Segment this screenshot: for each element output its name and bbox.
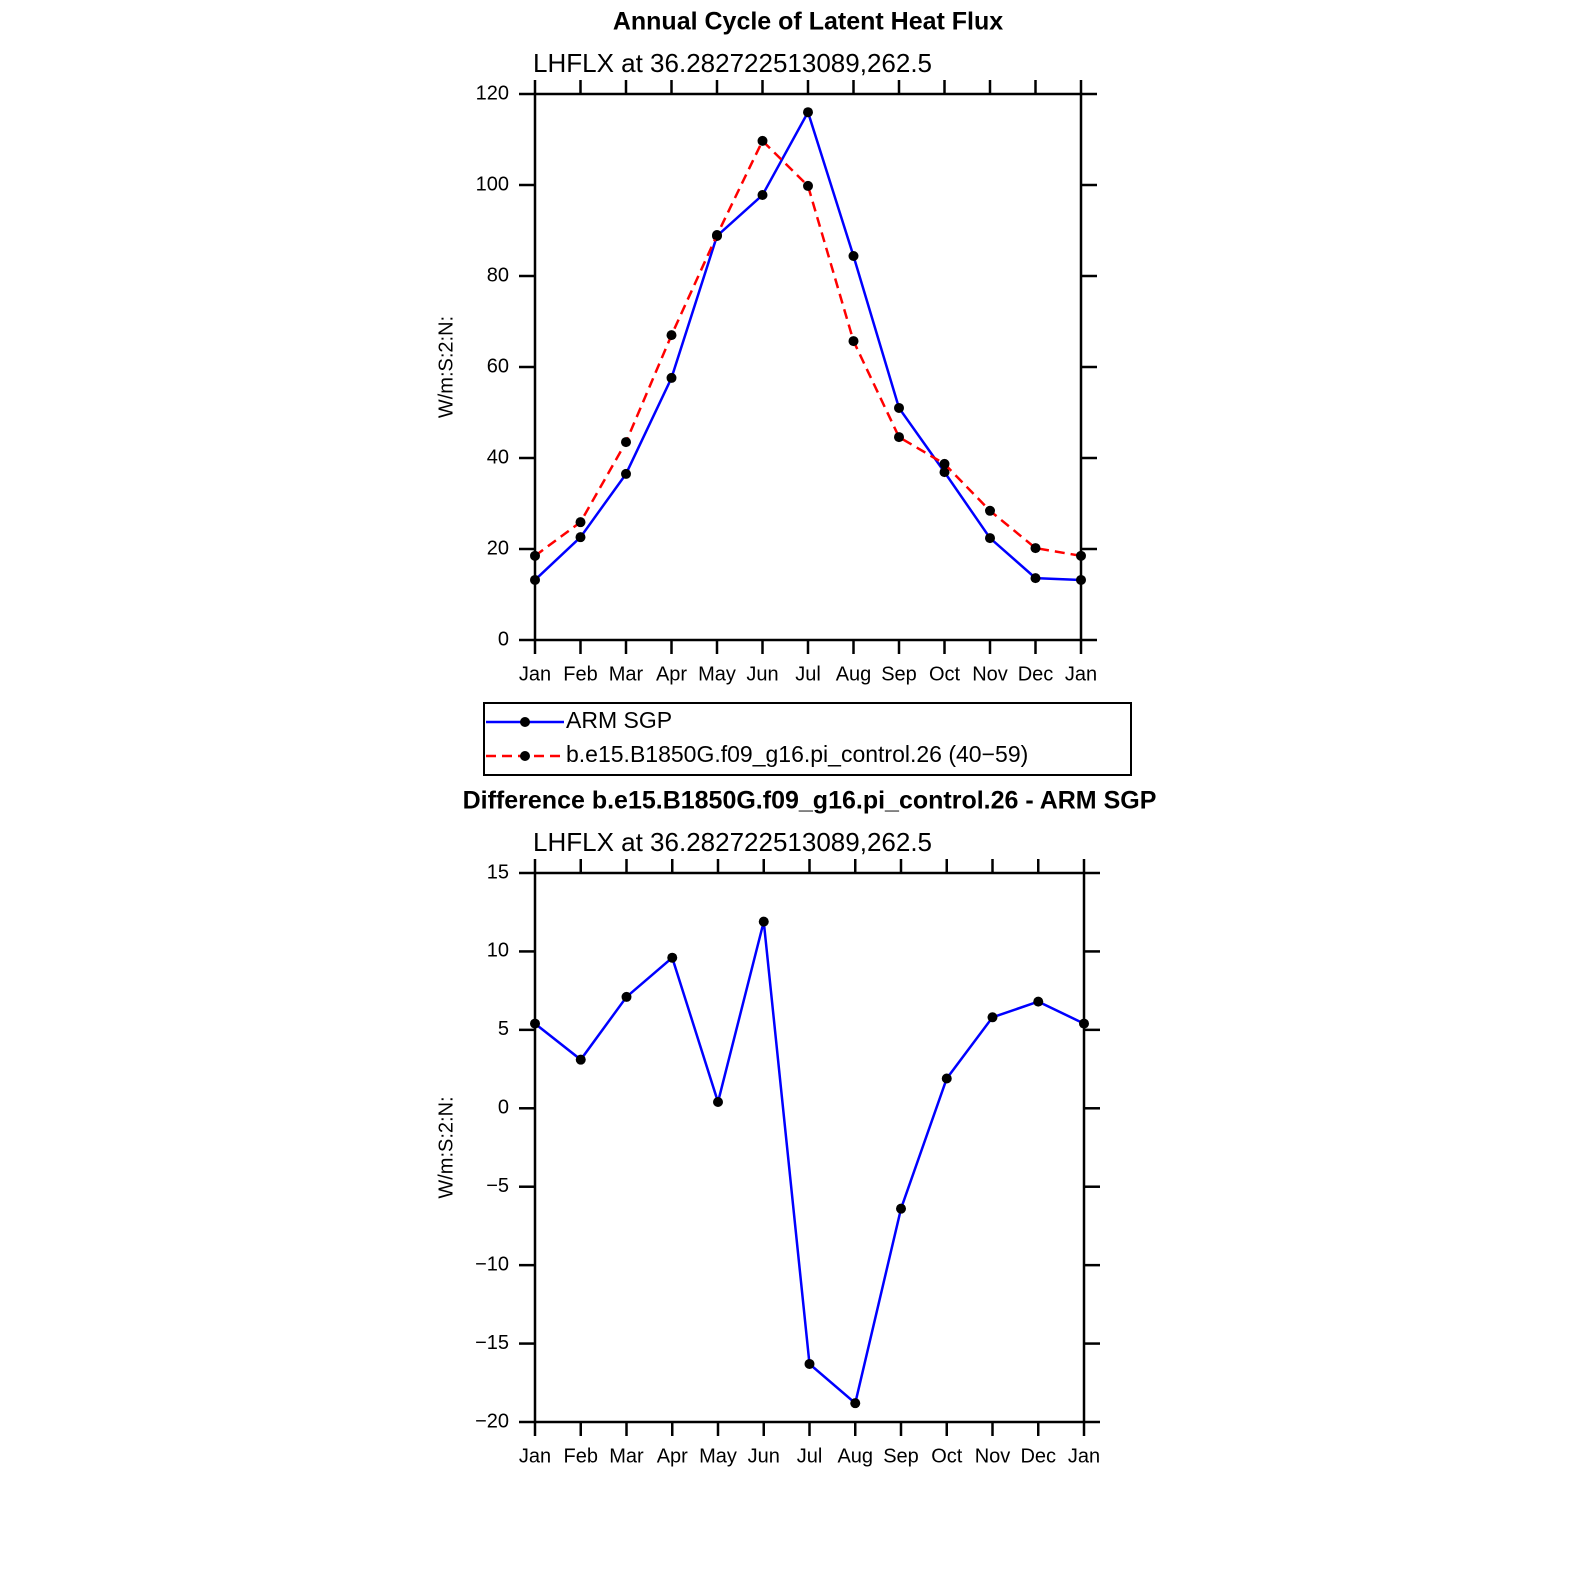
x-tick-label: Dec [1020,1445,1056,1467]
x-tick-label: Sep [883,1445,919,1467]
series-line [534,138,1082,558]
chart-title: Annual Cycle of Latent Heat Flux [613,8,1003,36]
x-tick-label: Aug [837,1445,873,1467]
data-point [530,1018,540,1029]
x-tick-label: Nov [972,663,1008,685]
legend-marker [520,751,530,761]
x-tick-label: May [698,663,736,685]
y-tick-label: 10 [487,940,509,962]
x-tick-label: Oct [931,1445,963,1467]
data-point [896,1203,906,1214]
x-tick-label: Mar [609,1445,644,1467]
data-point [804,1358,815,1369]
x-tick-label: Jan [1068,1445,1100,1467]
x-tick-label: Nov [975,1445,1011,1467]
data-point [575,517,586,528]
data-point [666,330,677,341]
x-tick-label: Oct [929,663,961,685]
data-point [987,1012,998,1023]
x-tick-label: Sep [881,663,917,685]
data-point [530,550,540,561]
plot-frame [533,92,1083,642]
y-tick-label: 60 [487,355,509,377]
x-tick-label: Jun [746,663,778,685]
data-point [575,532,586,543]
y-tick-label: −10 [475,1253,509,1275]
x-tick-label: Dec [1018,663,1054,685]
x-tick-label: Jan [1065,663,1097,685]
data-point [1030,543,1041,554]
data-point [939,458,950,469]
y-tick-label: 120 [476,82,509,104]
y-tick-label: −20 [475,1410,509,1432]
data-point [939,467,950,478]
data-point [757,135,768,146]
y-axis-label: W/m:S:2:N: [435,316,457,418]
x-tick-label: Feb [563,663,597,685]
x-tick-label: Jul [797,1445,823,1467]
y-tick-label: 15 [487,861,509,883]
data-point [667,952,678,963]
y-tick-label: 0 [498,1097,509,1119]
x-tick-label: Feb [564,1445,598,1467]
data-point [1076,550,1086,561]
data-point [666,372,677,383]
legend-label: b.e15.B1850G.f09_g16.pi_control.26 (40−5… [566,741,1028,767]
legend-marker [520,717,530,727]
data-point [621,991,632,1002]
x-tick-label: Jan [519,663,551,685]
data-point [575,1054,586,1065]
data-point [757,190,768,201]
data-point [1033,996,1044,1007]
plot-frame [533,871,1086,1424]
series-line [534,921,1085,1406]
data-point [621,468,631,479]
y-tick-label: 0 [498,628,509,650]
data-point [985,533,995,544]
data-point [1030,573,1041,584]
chart-subtitle: LHFLX at 36.282722513089,262.5 [533,827,932,857]
data-point [758,916,769,927]
x-tick-label: Aug [836,663,872,685]
y-tick-label: 40 [487,446,509,468]
x-tick-label: Jul [795,663,821,685]
data-point [848,336,859,347]
chart-title: Difference b.e15.B1850G.f09_g16.pi_contr… [463,787,1157,815]
data-point [894,402,904,413]
x-tick-label: Apr [656,663,687,685]
data-point [713,1097,723,1108]
legend-label: ARM SGP [566,707,672,733]
y-tick-label: −15 [475,1332,509,1354]
data-point [985,505,995,516]
y-tick-label: 80 [487,264,509,286]
chart-subtitle: LHFLX at 36.282722513089,262.5 [533,48,932,78]
data-point [894,432,904,443]
data-point [850,1398,861,1409]
x-tick-label: Jan [519,1445,551,1467]
data-point [1076,574,1086,585]
data-point [621,437,631,448]
legend-box [483,702,1132,776]
y-axis-label: W/m:S:2:N: [435,1096,457,1198]
y-tick-label: 5 [498,1018,509,1040]
y-tick-label: −5 [486,1175,509,1197]
data-point [803,180,813,191]
data-point [530,574,540,585]
x-tick-label: May [699,1445,737,1467]
data-point [848,250,859,261]
y-tick-label: 100 [476,173,509,195]
data-point [1079,1018,1089,1029]
x-tick-label: Apr [657,1445,688,1467]
y-tick-label: 20 [487,537,509,559]
data-point [712,230,722,241]
x-tick-label: Jun [748,1445,780,1467]
data-point [803,107,813,118]
data-point [941,1073,952,1084]
x-tick-label: Mar [609,663,644,685]
